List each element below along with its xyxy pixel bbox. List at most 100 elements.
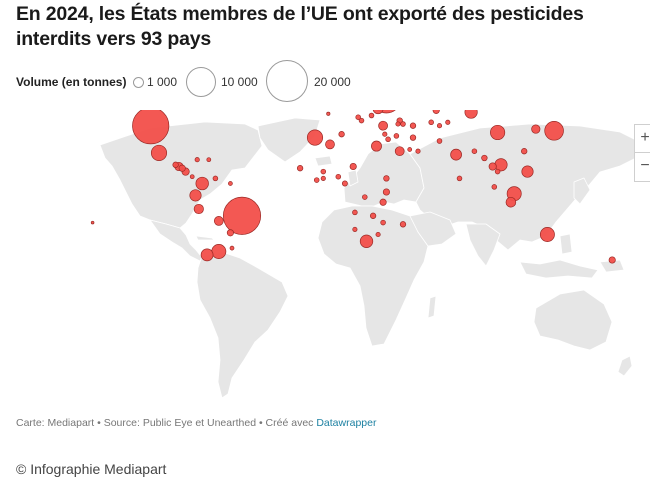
country-bubble[interactable] bbox=[521, 165, 534, 178]
country-bubble[interactable] bbox=[222, 196, 262, 235]
country-bubble[interactable] bbox=[394, 146, 405, 157]
country-bubble[interactable] bbox=[382, 188, 390, 196]
country-bubble[interactable] bbox=[385, 136, 391, 143]
country-bubble[interactable] bbox=[228, 181, 233, 186]
country-bubble[interactable] bbox=[380, 219, 386, 226]
country-bubble[interactable] bbox=[481, 154, 488, 162]
country-bubble[interactable] bbox=[494, 168, 501, 175]
country-bubble[interactable] bbox=[539, 227, 555, 242]
credits-text: Carte: Mediapart • Source: Public Eye et… bbox=[16, 417, 317, 429]
country-bubble[interactable] bbox=[178, 164, 186, 172]
country-bubble[interactable] bbox=[393, 133, 400, 139]
country-bubble[interactable] bbox=[521, 148, 528, 155]
country-bubble[interactable] bbox=[450, 148, 462, 161]
country-bubble[interactable] bbox=[436, 138, 443, 144]
zoom-in-button[interactable]: + bbox=[634, 124, 650, 154]
country-bubble[interactable] bbox=[306, 129, 324, 146]
country-bubble[interactable] bbox=[320, 168, 327, 175]
country-bubble[interactable] bbox=[338, 131, 345, 138]
country-bubble[interactable] bbox=[488, 162, 497, 171]
country-bubble[interactable] bbox=[400, 121, 406, 127]
country-bubble[interactable] bbox=[471, 148, 478, 154]
country-bubble[interactable] bbox=[352, 226, 358, 232]
credits: Carte: Mediapart • Source: Public Eye et… bbox=[16, 417, 376, 429]
land-philippines bbox=[559, 233, 573, 255]
bubble-layer bbox=[90, 110, 616, 264]
country-bubble[interactable] bbox=[189, 174, 195, 180]
legend-value-1000: 1 000 bbox=[147, 75, 178, 89]
country-bubble[interactable] bbox=[395, 121, 401, 127]
country-bubble[interactable] bbox=[325, 139, 335, 150]
country-bubble[interactable] bbox=[379, 198, 387, 206]
land-australia bbox=[533, 289, 613, 351]
country-bubble[interactable] bbox=[359, 234, 374, 248]
country-bubble[interactable] bbox=[445, 119, 451, 125]
land-south-america bbox=[196, 251, 289, 399]
land-india bbox=[465, 223, 501, 267]
zoom-out-button[interactable]: − bbox=[634, 152, 650, 182]
land-caribbean bbox=[195, 235, 215, 241]
country-bubble[interactable] bbox=[428, 119, 434, 126]
country-bubble[interactable] bbox=[368, 112, 375, 119]
country-bubble[interactable] bbox=[378, 120, 388, 131]
country-bubble[interactable] bbox=[491, 184, 498, 190]
country-bubble[interactable] bbox=[352, 209, 358, 216]
country-bubble[interactable] bbox=[193, 203, 204, 215]
datawrapper-link[interactable]: Datawrapper bbox=[316, 417, 377, 429]
country-bubble[interactable] bbox=[415, 148, 421, 154]
country-bubble[interactable] bbox=[371, 140, 382, 152]
country-bubble[interactable] bbox=[436, 123, 443, 129]
country-bubble[interactable] bbox=[341, 180, 348, 187]
country-bubble[interactable] bbox=[349, 162, 357, 171]
country-bubble[interactable] bbox=[194, 157, 200, 163]
country-bubble[interactable] bbox=[90, 220, 95, 225]
country-bubble[interactable] bbox=[200, 248, 214, 262]
country-bubble[interactable] bbox=[375, 231, 381, 238]
country-bubble[interactable] bbox=[213, 216, 224, 226]
country-bubble[interactable] bbox=[313, 177, 320, 183]
country-bubble[interactable] bbox=[407, 147, 413, 152]
world-map[interactable] bbox=[0, 110, 650, 410]
country-bubble[interactable] bbox=[382, 131, 388, 137]
country-bubble[interactable] bbox=[358, 117, 365, 124]
legend-value-10000: 10 000 bbox=[221, 75, 258, 89]
country-bubble[interactable] bbox=[383, 175, 390, 182]
copyright: © Infographie Mediapart bbox=[16, 461, 167, 477]
country-bubble[interactable] bbox=[369, 212, 377, 219]
land-greenland bbox=[257, 117, 321, 163]
country-bubble[interactable] bbox=[544, 121, 564, 141]
country-bubble[interactable] bbox=[172, 161, 179, 168]
legend-circle-20000 bbox=[266, 60, 308, 102]
country-bubble[interactable] bbox=[505, 196, 517, 208]
country-bubble[interactable] bbox=[608, 256, 616, 264]
country-bubble[interactable] bbox=[399, 221, 407, 228]
country-bubble[interactable] bbox=[335, 173, 342, 180]
country-bubble[interactable] bbox=[296, 165, 304, 172]
legend-circle-10000 bbox=[186, 67, 216, 97]
country-bubble[interactable] bbox=[150, 144, 168, 161]
country-bubble[interactable] bbox=[490, 124, 506, 141]
land-british-isles bbox=[347, 169, 359, 187]
country-bubble[interactable] bbox=[211, 244, 227, 259]
country-bubble[interactable] bbox=[195, 176, 209, 191]
country-bubble[interactable] bbox=[432, 110, 440, 114]
country-bubble[interactable] bbox=[326, 111, 331, 116]
country-bubble[interactable] bbox=[189, 189, 202, 202]
country-bubble[interactable] bbox=[226, 229, 234, 237]
country-bubble[interactable] bbox=[409, 134, 417, 141]
country-bubble[interactable] bbox=[355, 114, 361, 120]
land-iceland bbox=[314, 155, 333, 167]
country-bubble[interactable] bbox=[456, 175, 463, 182]
country-bubble[interactable] bbox=[409, 122, 417, 129]
country-bubble[interactable] bbox=[229, 245, 235, 251]
country-bubble[interactable] bbox=[320, 175, 326, 181]
country-bubble[interactable] bbox=[132, 110, 170, 145]
country-bubble[interactable] bbox=[212, 175, 219, 182]
country-bubble[interactable] bbox=[372, 110, 384, 115]
legend-label: Volume (en tonnes) bbox=[16, 75, 127, 89]
country-bubble[interactable] bbox=[531, 124, 541, 134]
country-bubble[interactable] bbox=[206, 157, 212, 163]
country-bubble[interactable] bbox=[362, 194, 368, 200]
land-indonesia bbox=[519, 259, 599, 279]
country-bubble[interactable] bbox=[464, 110, 478, 119]
